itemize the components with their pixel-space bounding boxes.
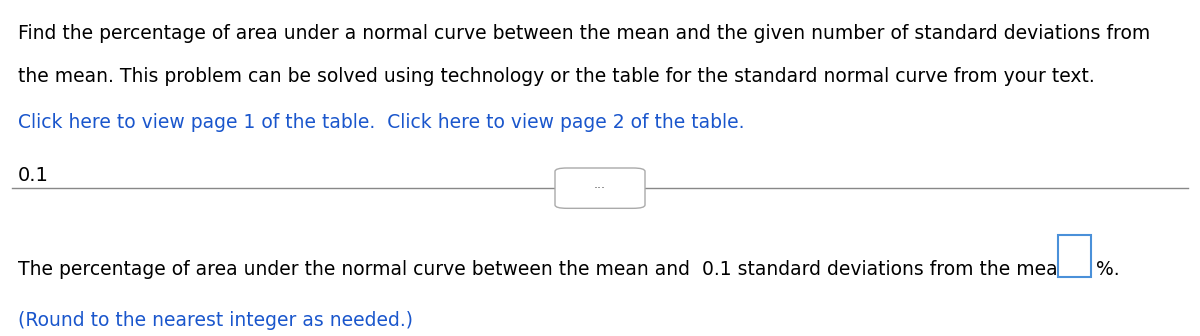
Text: (Round to the nearest integer as needed.): (Round to the nearest integer as needed.… xyxy=(18,311,413,330)
Text: %.: %. xyxy=(1096,260,1120,280)
Text: Find the percentage of area under a normal curve between the mean and the given : Find the percentage of area under a norm… xyxy=(18,24,1151,43)
Text: 0.1: 0.1 xyxy=(18,166,49,185)
Text: The percentage of area under the normal curve between the mean and  0.1 standard: The percentage of area under the normal … xyxy=(18,260,1091,280)
Text: ···: ··· xyxy=(594,182,606,195)
FancyBboxPatch shape xyxy=(1058,235,1091,277)
FancyBboxPatch shape xyxy=(554,168,646,208)
Text: the mean. This problem can be solved using technology or the table for the stand: the mean. This problem can be solved usi… xyxy=(18,67,1094,86)
Text: Click here to view page 1 of the table.  Click here to view page 2 of the table.: Click here to view page 1 of the table. … xyxy=(18,113,744,132)
